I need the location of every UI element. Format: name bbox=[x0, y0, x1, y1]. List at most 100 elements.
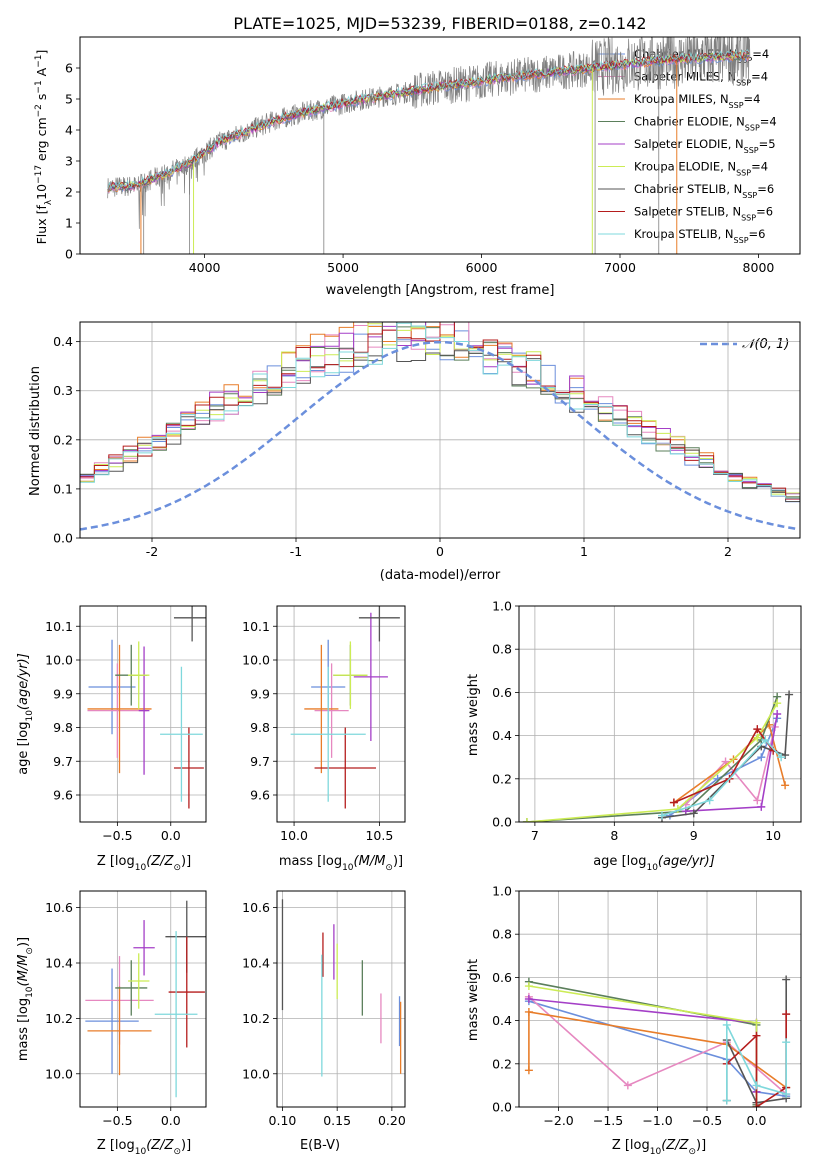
kroupa_stelib-weight-marker bbox=[657, 811, 666, 820]
x-tick-label: −0.5 bbox=[102, 1113, 132, 1128]
y-tick-label: 0.4 bbox=[492, 1013, 512, 1028]
age-vs-Z-ylabel: age [log10(age/yr)] bbox=[16, 653, 35, 775]
legend-name: Kroupa STELIB, N bbox=[634, 227, 734, 241]
salpeter_elodie-weight-marker bbox=[524, 995, 533, 1003]
y-tick-label: 0.4 bbox=[492, 728, 512, 743]
x-tick-label: −2.0 bbox=[543, 1113, 573, 1128]
y-tick-label: 6 bbox=[65, 61, 73, 76]
salpeter_stelib-weight-marker bbox=[782, 1010, 791, 1019]
legend-tail: =4 bbox=[760, 115, 777, 129]
x-tick-label: 9 bbox=[690, 828, 698, 843]
legend-sub: SSP bbox=[737, 56, 752, 65]
residuals-ylabel: Normed distribution bbox=[28, 366, 43, 496]
y-tick-label: 10.0 bbox=[45, 1066, 73, 1081]
salpeter_elodie-weight-marker bbox=[757, 802, 766, 811]
kroupa_elodie-weight-marker bbox=[522, 818, 531, 822]
legend-sub: SSP bbox=[742, 191, 757, 200]
legend-sub: SSP bbox=[745, 123, 760, 132]
legend-name: Salpeter STELIB, N bbox=[634, 205, 741, 219]
kroupa_elodie-weight-marker bbox=[524, 982, 533, 991]
y-tick-label: 10.2 bbox=[242, 1011, 270, 1026]
massweight_vs_age-frame bbox=[518, 605, 802, 823]
mass_vs_Z-plot-area bbox=[80, 891, 206, 1107]
x-tick-label: −1.0 bbox=[642, 1113, 672, 1128]
spectrum-ylabel: Flux [fλ10−17 erg cm−2 s−1 A−1] bbox=[34, 50, 54, 245]
chabrier_stelib-weight-marker bbox=[782, 975, 791, 984]
legend-sub: SSP bbox=[736, 78, 751, 87]
massweight-vs-age-xlabel: age [log10(age/yr)] bbox=[593, 854, 715, 873]
kroupa_stelib-weight-marker bbox=[722, 1020, 731, 1029]
mass-vs-Z-ylabel: mass [log10(M/M⊙)] bbox=[16, 937, 35, 1061]
legend-name: Kroupa MILES, N bbox=[634, 92, 729, 106]
residuals-panel: (data-model)/error Normed distribution 𝒩… bbox=[28, 321, 801, 583]
x-tick-label: 10.0 bbox=[280, 828, 308, 843]
kroupa_stelib-weight-marker bbox=[782, 1038, 791, 1047]
massweight_vs_age-plot-area bbox=[519, 606, 801, 822]
chabrier_stelib-weight-marker bbox=[689, 809, 698, 818]
x-tick-label: −0.5 bbox=[692, 1113, 722, 1128]
y-tick-label: 0.2 bbox=[492, 771, 512, 786]
kroupa_elodie-weight-line bbox=[528, 985, 758, 1107]
legend-name: Salpeter ELODIE, N bbox=[634, 137, 744, 151]
y-tick-label: 10.1 bbox=[242, 619, 270, 634]
y-tick-label: 0.3 bbox=[53, 383, 73, 398]
spectrum-xlabel: wavelength [Angstrom, rest frame] bbox=[326, 283, 555, 298]
massweight-vs-Z-ylabel: mass weight bbox=[466, 959, 481, 1041]
age-vs-mass-xlabel: mass [log10(M/M⊙)] bbox=[279, 854, 403, 873]
y-tick-label: 3 bbox=[65, 154, 73, 169]
legend-sub: SSP bbox=[734, 236, 749, 245]
salpeter_stelib-weight-marker bbox=[753, 725, 762, 734]
x-tick-label: 7000 bbox=[604, 260, 636, 275]
x-tick-label: 6000 bbox=[466, 260, 498, 275]
age-vs-Z-xlabel: Z [log10(Z/Z⊙)] bbox=[97, 854, 191, 873]
y-tick-label: 9.7 bbox=[53, 754, 73, 769]
residuals-frame bbox=[79, 321, 801, 539]
legend-tail: =6 bbox=[756, 205, 773, 219]
y-tick-label: 0.0 bbox=[492, 815, 512, 830]
massweight-vs-age-panel: age [log10(age/yr)] mass weight 7 8 9 10 0.0… bbox=[466, 599, 802, 873]
y-tick-label: 9.8 bbox=[53, 720, 73, 735]
spectrum-panel: PLATE=1025, MJD=53239, FIBERID=0188, z=0… bbox=[34, 14, 801, 298]
y-tick-label: 0.0 bbox=[492, 1100, 512, 1115]
normal-curve bbox=[80, 340, 798, 531]
x-tick-label: −1.5 bbox=[593, 1113, 623, 1128]
x-tick-label: 0 bbox=[436, 544, 444, 559]
legend-name: Chabrier ELODIE, N bbox=[634, 115, 745, 129]
residuals-xlabel: (data-model)/error bbox=[380, 568, 501, 583]
x-tick-label: 0.0 bbox=[161, 828, 181, 843]
salpeter_elodie-weight-marker bbox=[773, 710, 782, 718]
massweight-vs-age-ylabel: mass weight bbox=[466, 674, 481, 756]
y-tick-label: 1.0 bbox=[492, 884, 512, 899]
massweight_vs_Z-frame bbox=[518, 890, 802, 1108]
legend-tail: =6 bbox=[749, 227, 766, 241]
y-tick-label: 1 bbox=[65, 216, 73, 231]
y-tick-label: 0.0 bbox=[53, 531, 73, 546]
legend-name: Kroupa ELODIE, N bbox=[634, 160, 736, 174]
kroupa_elodie-weight-marker bbox=[753, 733, 762, 742]
kroupa_elodie-weight-marker bbox=[752, 1018, 761, 1027]
x-tick-label: 10.5 bbox=[365, 828, 393, 843]
mass-vs-Z-panel: Z [log10(Z/Z⊙)] mass [log10(M/M⊙)] −0.5 0… bbox=[16, 890, 207, 1157]
y-tick-label: 9.7 bbox=[250, 754, 270, 769]
x-tick-label: 8 bbox=[610, 828, 618, 843]
y-tick-label: 0.6 bbox=[492, 970, 512, 985]
x-tick-label: 5000 bbox=[327, 260, 359, 275]
kroupa_elodie-histogram bbox=[80, 323, 800, 501]
salpeter_miles-weight-marker bbox=[753, 796, 762, 805]
observed-spectrum-line bbox=[107, 37, 751, 229]
x-tick-label: 0.15 bbox=[323, 1113, 351, 1128]
legend-tail: =4 bbox=[752, 47, 769, 61]
kroupa_stelib-weight-marker bbox=[782, 1090, 791, 1099]
kroupa_stelib-weight-marker bbox=[705, 796, 714, 805]
x-tick-label: -1 bbox=[290, 544, 302, 559]
x-tick-label: 0.10 bbox=[269, 1113, 297, 1128]
x-tick-label: 0.0 bbox=[161, 1113, 181, 1128]
y-tick-label: 10.1 bbox=[45, 619, 73, 634]
y-tick-label: 0.2 bbox=[492, 1056, 512, 1071]
salpeter_stelib-weight-marker bbox=[669, 798, 678, 807]
legend-name: Chabrier STELIB, N bbox=[634, 182, 742, 196]
y-tick-label: 10.0 bbox=[242, 653, 270, 668]
kroupa_stelib-weight-line bbox=[661, 738, 782, 817]
